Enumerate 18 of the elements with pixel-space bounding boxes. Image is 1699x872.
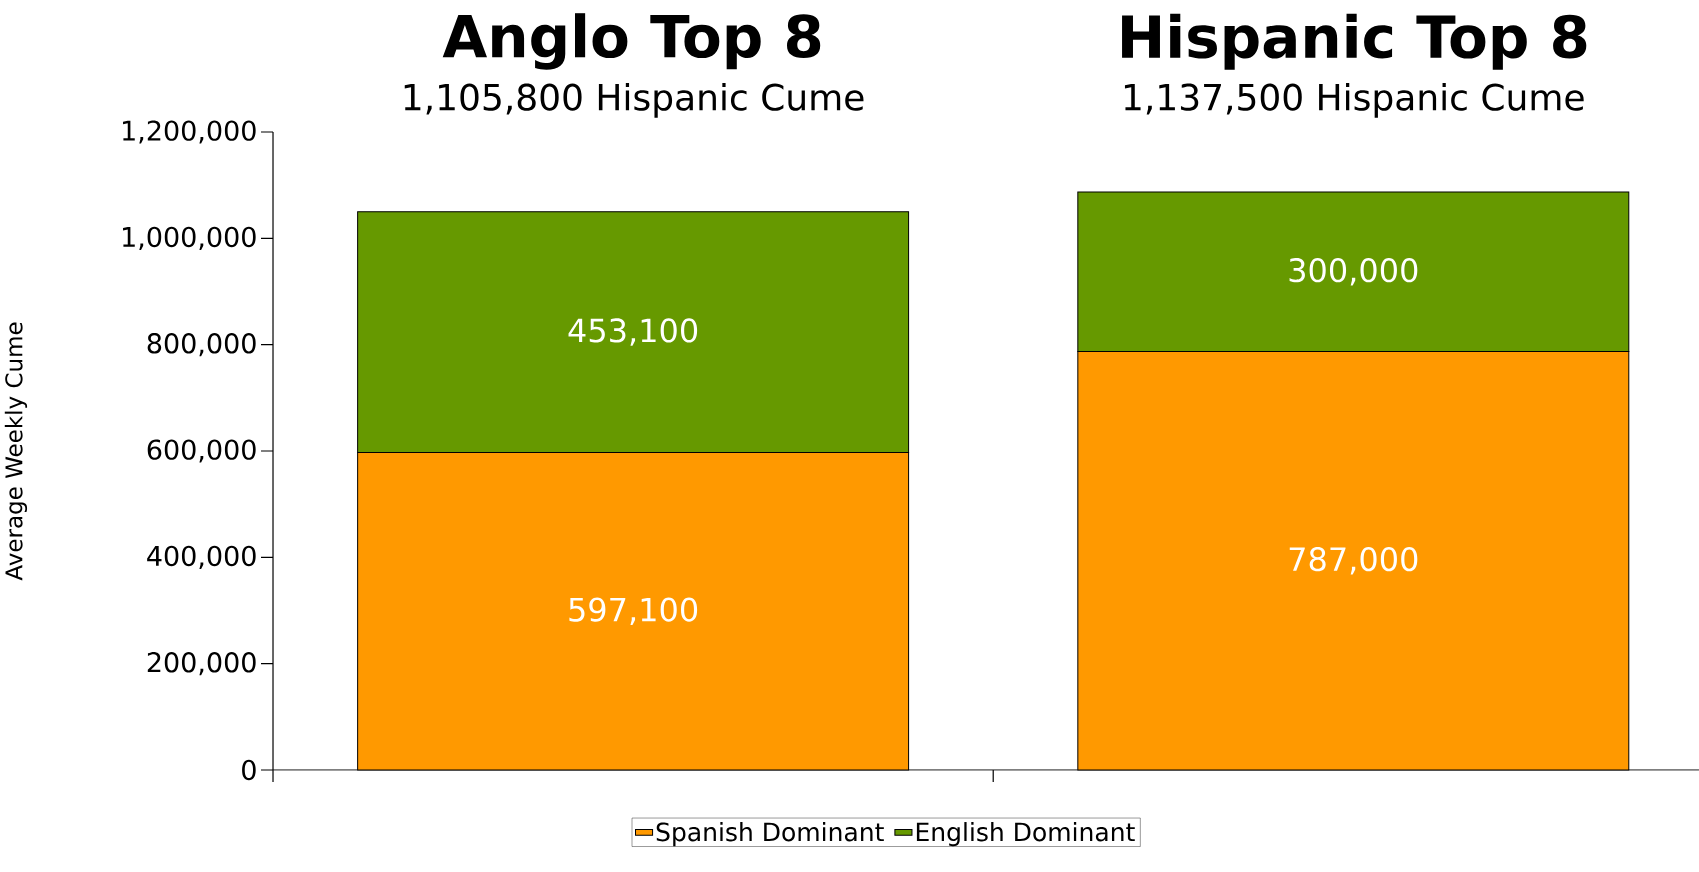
y-axis-title: Average Weekly Cume bbox=[4, 322, 28, 581]
y-tick-label: 400,000 bbox=[147, 545, 256, 569]
data-label: 787,000 bbox=[1289, 547, 1418, 575]
y-tick-label: 800,000 bbox=[147, 333, 256, 357]
data-label: 597,100 bbox=[569, 597, 698, 625]
y-tick-label: 1,200,000 bbox=[123, 120, 256, 144]
data-label: 453,100 bbox=[568, 318, 698, 346]
y-tick-label: 1,000,000 bbox=[123, 226, 256, 250]
legend-label: English Dominant bbox=[916, 822, 1135, 847]
data-label: 300,000 bbox=[1289, 258, 1418, 286]
legend-label: Spanish Dominant bbox=[656, 822, 884, 847]
y-tick-label: 600,000 bbox=[147, 439, 256, 463]
text: 1,137,500 Hispanic Cume bbox=[1124, 82, 1584, 118]
x-tick-label: Anglo Top 8 bbox=[442, 13, 821, 70]
text: 1,105,800 Hispanic Cume bbox=[404, 82, 864, 118]
x-tick-label: Hispanic Top 8 bbox=[1122, 13, 1587, 70]
y-tick-label: 200,000 bbox=[147, 652, 256, 676]
y-tick-label: 0 bbox=[242, 759, 256, 781]
